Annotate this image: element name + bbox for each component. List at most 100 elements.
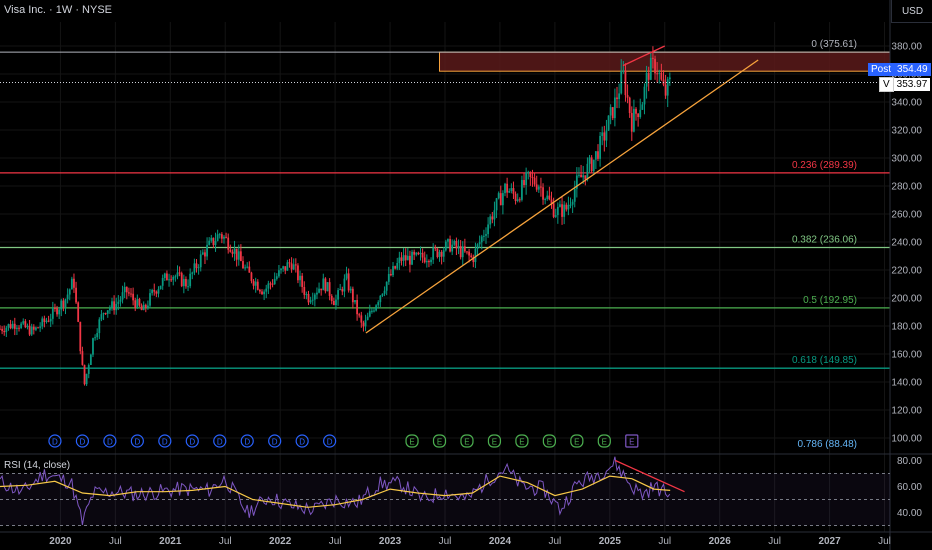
candle-body [18,327,20,329]
time-axis-tick: Jul [658,536,671,547]
dividend-event-icon[interactable] [268,434,282,448]
candle-body [478,242,481,245]
candle-body [406,255,409,261]
candle-body [630,113,633,132]
candle-body [514,193,517,202]
candle-body [229,249,232,252]
candle-body [364,320,367,327]
rsi-axis-tick: 60.00 [897,482,922,493]
candle-body [113,301,116,311]
earnings-event-icon[interactable] [597,434,611,448]
rsi-axis-tick: 80.00 [897,456,922,467]
candle-body [191,272,194,274]
candle-body [259,289,261,292]
earnings-event-icon[interactable] [625,434,639,448]
candle-body [664,84,667,96]
earnings-event-icon[interactable] [542,434,556,448]
rsi-title[interactable]: RSI (14, close) [4,460,71,471]
candle-body [546,195,549,200]
candle-body [49,318,52,322]
dividend-event-icon[interactable] [158,434,172,448]
symbol-title[interactable]: Visa Inc. · 1W · NYSE [4,4,112,16]
candle-body [590,157,593,172]
candle-body [127,292,130,294]
candle-body [527,171,530,173]
support-trendline[interactable] [365,59,759,334]
candle-body [495,198,498,211]
candle-body [383,290,386,294]
earnings-event-icon[interactable] [460,434,474,448]
candle-body [425,260,428,263]
candle-body [320,288,323,291]
candle-body [220,234,223,239]
candle-body [398,257,401,264]
candle-body [628,97,631,114]
currency-button[interactable]: USD [891,0,932,23]
earnings-event-icon[interactable] [405,434,419,448]
time-axis-tick: Jul [439,536,452,547]
price-axis-tick: 240.00 [891,238,922,249]
dividend-event-icon[interactable] [75,434,90,448]
dividend-event-icon[interactable] [130,434,144,448]
candle-body [569,204,572,206]
candle-body [668,77,671,80]
candle-body [28,325,31,335]
dividend-event-icon[interactable] [240,434,254,448]
last-value: 353.97 [893,78,931,91]
candle-body [201,252,204,255]
dividend-event-icon[interactable] [295,434,309,448]
candle-body [214,240,217,246]
dividend-event-icon[interactable] [103,434,117,448]
candle-body [79,321,82,352]
candle-body [375,305,378,311]
candle-body [47,320,50,322]
candle-body [335,299,337,306]
candle-body [575,175,578,189]
dividend-event-icon[interactable] [323,434,337,448]
candle-body [263,291,266,295]
earnings-event-icon[interactable] [432,434,447,448]
candle-body [178,272,181,274]
candle-body [377,302,380,306]
candle-body [436,248,439,258]
candle-body [512,188,515,194]
candle-body [115,303,118,311]
candle-body [607,115,610,131]
candle-body [540,186,542,188]
candle-body [62,300,65,308]
event-label: D [299,438,305,447]
candle-body [282,266,285,269]
candle-body [155,291,158,294]
candle-body [248,266,251,273]
price-axis-tick: 180.00 [891,322,922,333]
earnings-event-icon[interactable] [515,434,529,448]
candle-body [656,73,659,75]
price-axis-tick: 220.00 [891,266,922,277]
candle-body [573,188,576,202]
dividend-event-icon[interactable] [185,434,199,448]
candle-body [438,251,441,258]
candle-body [618,93,621,100]
candle-body [531,177,534,179]
post-price-tag: Post 354.49 [868,63,931,76]
fib-level-label: 0.382 (236.06) [792,235,857,246]
price-axis-tick: 100.00 [891,434,922,445]
candle-body [267,283,270,289]
rsi-divergence-line[interactable] [615,459,685,493]
candle-body [345,273,348,279]
price-axis-tick: 120.00 [891,406,922,417]
dividend-event-icon[interactable] [48,434,62,448]
candle-body [324,278,327,292]
candle-body [30,326,33,335]
candle-body [151,290,154,294]
time-axis-tick: Jul [548,536,561,547]
peak-trendline[interactable] [622,45,666,67]
candle-body [244,267,247,269]
earnings-event-icon[interactable] [570,434,584,448]
candle-body [584,175,587,180]
earnings-event-icon[interactable] [487,434,502,448]
candle-body [523,180,525,186]
candle-body [599,135,601,159]
dividend-event-icon[interactable] [213,434,227,448]
